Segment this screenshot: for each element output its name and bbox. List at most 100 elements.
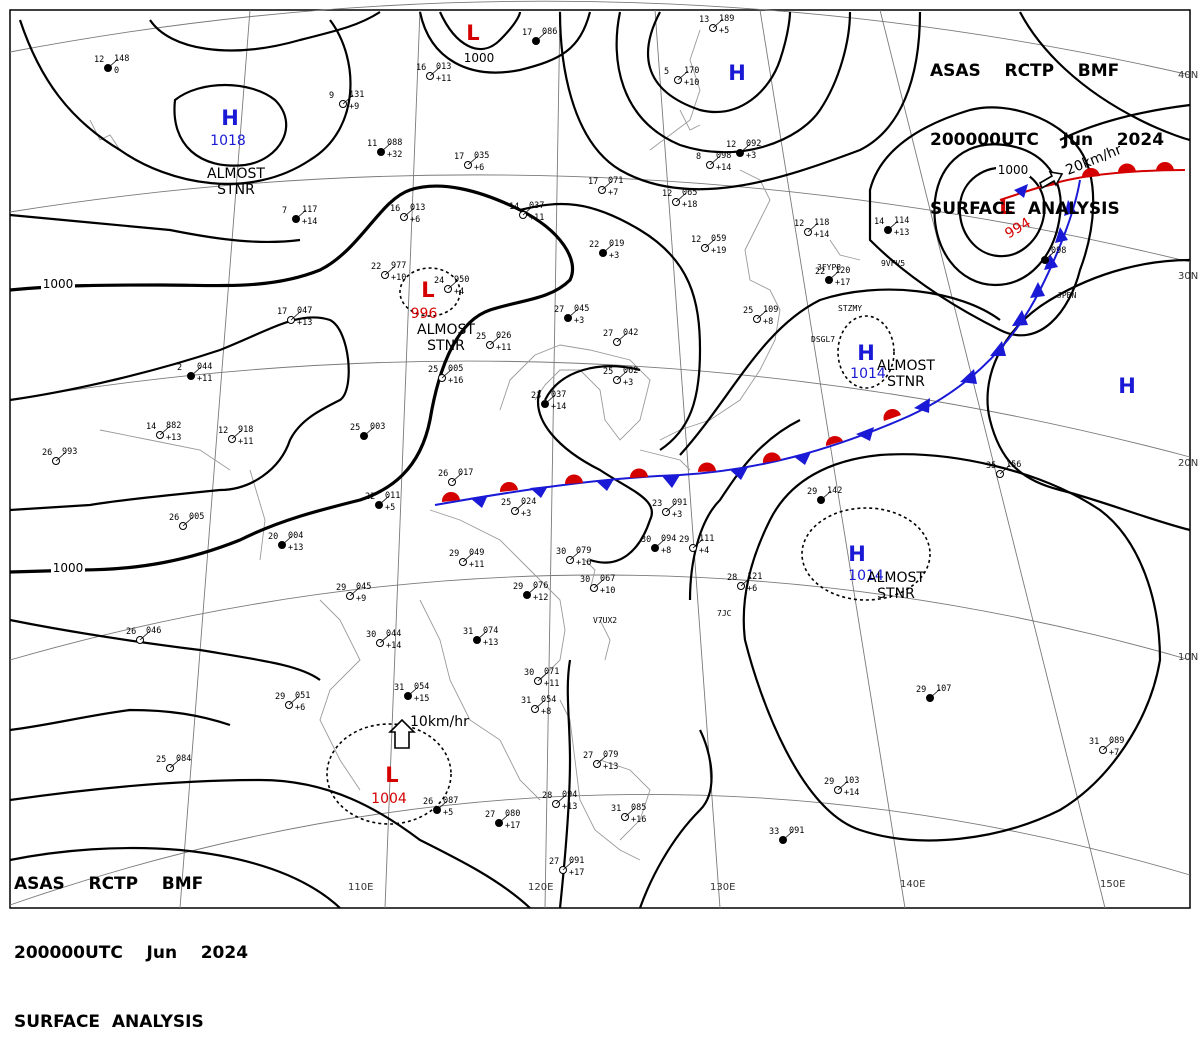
station-pressure: 071 bbox=[544, 667, 559, 677]
station-temperature: 17 bbox=[277, 307, 287, 317]
wind-barb bbox=[462, 552, 474, 563]
station-plot bbox=[532, 31, 547, 45]
station-plot bbox=[593, 754, 608, 768]
station-tendency: +11 bbox=[496, 343, 511, 353]
station-tendency: +3 bbox=[672, 510, 682, 520]
station-tendency: +8 bbox=[541, 707, 551, 717]
station-temperature: 23 bbox=[652, 499, 662, 509]
station-tendency: +14 bbox=[716, 163, 731, 173]
wind-barb bbox=[55, 451, 67, 462]
wind-barb bbox=[429, 66, 441, 77]
station-pressure: 111 bbox=[699, 534, 714, 544]
station-plot bbox=[523, 585, 538, 599]
station-pressure: 054 bbox=[414, 682, 429, 692]
station-temperature: 26 bbox=[438, 469, 448, 479]
station-temperature: 26 bbox=[423, 797, 433, 807]
station-temperature: 29 bbox=[679, 535, 689, 545]
station-tendency: +5 bbox=[385, 503, 395, 513]
wind-barb bbox=[441, 368, 453, 379]
station-temperature: 27 bbox=[603, 329, 613, 339]
wind-barb bbox=[782, 830, 794, 841]
station-pressure: 977 bbox=[391, 261, 406, 271]
station-pressure: 080 bbox=[505, 809, 520, 819]
station-temperature: 26 bbox=[42, 448, 52, 458]
graticule bbox=[9, 0, 1191, 909]
movement-note: STNR bbox=[217, 182, 255, 198]
wind-barb bbox=[436, 800, 448, 811]
station-plot bbox=[884, 220, 899, 234]
station-tendency: +14 bbox=[551, 402, 566, 412]
station-pressure: 011 bbox=[385, 491, 400, 501]
station-pressure: 156 bbox=[1006, 460, 1021, 470]
station-tendency: +8 bbox=[661, 546, 671, 556]
station-pressure: 993 bbox=[62, 447, 77, 457]
wind-barb bbox=[447, 279, 459, 290]
isobar-label: 1000 bbox=[998, 163, 1029, 177]
low-pressure-symbol: L bbox=[421, 278, 434, 302]
station-plot bbox=[346, 586, 361, 600]
station-tendency: 0 bbox=[114, 66, 119, 76]
station-pressure: 067 bbox=[600, 574, 615, 584]
station-pressure: 044 bbox=[386, 629, 401, 639]
station-temperature: 13 bbox=[699, 15, 709, 25]
isobar-label: 1000 bbox=[53, 561, 84, 575]
station-temperature: 31 bbox=[463, 627, 473, 637]
station-tendency: +13 bbox=[562, 802, 577, 812]
station-temperature: 2 bbox=[177, 363, 182, 373]
station-temperature: 29 bbox=[807, 487, 817, 497]
station-pressure: 085 bbox=[631, 803, 646, 813]
high-pressure-symbol: H bbox=[728, 61, 746, 85]
station-temperature: 27 bbox=[549, 857, 559, 867]
header-top-right: ASAS RCTP BMF 200000UTC Jun 2024 SURFACE… bbox=[930, 14, 1164, 244]
station-plot bbox=[179, 516, 194, 530]
station-temperature: 29 bbox=[449, 549, 459, 559]
station-pressure: 062 bbox=[623, 366, 638, 376]
station-tendency: +3 bbox=[623, 378, 633, 388]
station-temperature: 12 bbox=[94, 55, 104, 65]
station-pressure: 148 bbox=[114, 54, 129, 64]
wind-barb bbox=[107, 58, 119, 69]
station-temperature: 29 bbox=[513, 582, 523, 592]
wind-barb bbox=[692, 538, 704, 549]
isobar-label-bg bbox=[462, 52, 496, 65]
station-temperature: 7 bbox=[282, 206, 287, 216]
station-pressure: 003 bbox=[370, 422, 385, 432]
station-pressure: 026 bbox=[496, 331, 511, 341]
ship-callsign: 3FYP8 bbox=[817, 263, 841, 272]
station-temperature: 12 bbox=[218, 426, 228, 436]
station-pressure: 044 bbox=[197, 362, 212, 372]
station-temperature: 33 bbox=[769, 827, 779, 837]
station-temperature: 12 bbox=[726, 140, 736, 150]
station-pressure: 054 bbox=[541, 695, 556, 705]
station-temperature: 24 bbox=[434, 276, 444, 286]
station-plot bbox=[753, 309, 768, 323]
station-tendency: +16 bbox=[448, 376, 463, 386]
center-pressure-value: 1014 bbox=[850, 366, 886, 382]
station-tendency: +4 bbox=[454, 287, 464, 297]
header-line3: SURFACE ANALYSIS bbox=[14, 1012, 204, 1032]
latitude-label: 10N bbox=[1178, 652, 1198, 663]
station-pressure: 091 bbox=[789, 826, 804, 836]
station-pressure: 013 bbox=[436, 62, 451, 72]
low-motion-arrow bbox=[388, 718, 416, 749]
ship-callsign: STZMY bbox=[838, 304, 862, 313]
wind-barb bbox=[295, 209, 307, 220]
station-plot bbox=[613, 370, 628, 384]
station-pressure: 131 bbox=[349, 90, 364, 100]
station-temperature: 25 bbox=[156, 755, 166, 765]
station-tendency: +11 bbox=[469, 560, 484, 570]
station-temperature: 22 bbox=[589, 240, 599, 250]
ship-callsign: JPBN bbox=[1057, 291, 1076, 300]
station-temperature: 30 bbox=[556, 547, 566, 557]
station-pressure: 024 bbox=[521, 497, 536, 507]
station-temperature: 25 bbox=[603, 367, 613, 377]
station-temperature: 23 bbox=[531, 391, 541, 401]
wind-barb bbox=[526, 585, 538, 596]
typhoon-motion-arrow bbox=[1039, 170, 1064, 190]
station-tendency: +17 bbox=[569, 868, 584, 878]
station-pressure: 004 bbox=[288, 531, 303, 541]
station-tendency: +14 bbox=[302, 217, 317, 227]
movement-note: STNR bbox=[427, 338, 465, 354]
station-tendency: +4 bbox=[699, 546, 709, 556]
station-plot bbox=[228, 429, 243, 443]
